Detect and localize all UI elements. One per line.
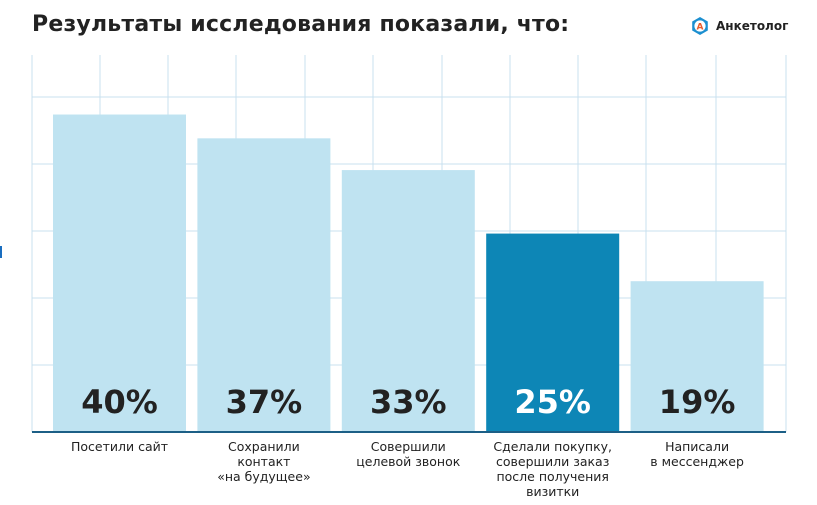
category-label: в мессенджер	[650, 454, 744, 469]
bar-value-label: 37%	[226, 383, 303, 421]
category-label: контакт	[237, 454, 290, 469]
category-label: «на будущее»	[217, 469, 310, 484]
category-label: Совершили	[371, 439, 446, 454]
category-label: Сделали покупку,	[493, 439, 612, 454]
category-label: целевой звонок	[356, 454, 460, 469]
bar-value-label: 25%	[514, 383, 591, 421]
logo-letter: А	[697, 22, 704, 32]
bar-value-label: 19%	[659, 383, 736, 421]
bar	[630, 281, 764, 432]
category-label: Посетили сайт	[71, 439, 168, 454]
bar	[486, 233, 620, 432]
logo-text: Анкетолог	[716, 19, 789, 33]
chart-title: Результаты исследования показали, что:	[32, 12, 570, 37]
category-label: визитки	[526, 484, 579, 499]
anketolog-logo-icon: А	[692, 17, 708, 35]
category-label: Сохранили	[228, 439, 300, 454]
bar-value-label: 33%	[370, 383, 447, 421]
bar	[53, 114, 186, 433]
category-label: после получения	[496, 469, 608, 484]
side-marker	[0, 246, 2, 258]
bar	[341, 170, 475, 432]
category-label: Написали	[665, 439, 729, 454]
brand-logo: А Анкетолог	[690, 16, 788, 36]
category-label: совершили заказ	[496, 454, 609, 469]
bar	[197, 138, 331, 432]
bar-value-label: 40%	[81, 383, 158, 421]
